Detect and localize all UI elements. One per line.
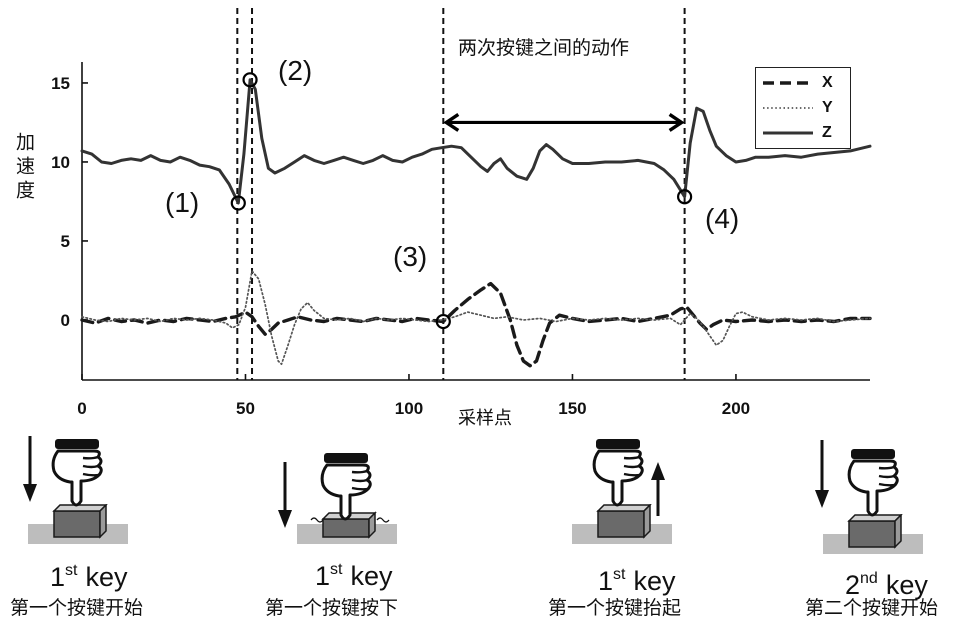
x-tick-label: 100 (395, 399, 423, 418)
pointing-hand-icon (51, 439, 103, 507)
key-ordinal-suffix: st (65, 562, 78, 579)
event-marker-4 (677, 189, 693, 205)
annotation-label-4: (4) (705, 203, 740, 234)
key-ordinal-suffix: st (613, 566, 626, 583)
key-word: key (85, 562, 128, 592)
key-label: 2nd key (845, 564, 928, 600)
x-tick-label: 0 (77, 399, 86, 418)
double-arrow-right-head (668, 113, 685, 132)
series-line-z (80, 78, 872, 205)
event-marker-3 (435, 313, 451, 330)
series-line-x (80, 281, 872, 368)
panel-caption: 第一个按键开始 (10, 598, 144, 619)
key-ordinal-suffix: nd (860, 570, 878, 587)
key-icon (28, 504, 128, 544)
key-ordinal-number: 1 (315, 561, 331, 591)
key-label: 1st key (315, 555, 393, 591)
y-tick-label: 5 (61, 232, 70, 251)
series-line-y (81, 270, 871, 366)
legend-label-z: Z (822, 124, 832, 141)
panel-caption: 第二个按键开始 (805, 598, 939, 619)
between-keys-span-label: 两次按键之间的动作 (458, 38, 630, 59)
key-icon (297, 511, 397, 544)
x-axis-label: 采样点 (458, 408, 512, 428)
legend-entry-y: Y (762, 98, 846, 118)
annotation-label-1: (1) (165, 187, 200, 218)
key-ordinal-number: 1 (598, 566, 614, 596)
x-tick-label: 150 (558, 399, 586, 418)
y-tick-label: 15 (51, 74, 70, 93)
event-marker-1 (230, 195, 246, 211)
legend-sample-x (763, 81, 813, 85)
key-ordinal-number: 1 (50, 562, 66, 592)
legend-sample-y (763, 107, 813, 109)
x-tick-label: 50 (236, 399, 255, 418)
x-tick-label: 200 (722, 399, 750, 418)
panel-second-key-start: 2nd key 第二个按键开始 (790, 430, 968, 639)
legend: X Y Z (755, 67, 851, 149)
panel-caption: 第一个按键抬起 (548, 598, 682, 619)
up-arrow-icon (651, 462, 665, 516)
key-label: 1st key (598, 560, 676, 596)
acceleration-chart: 0 5 10 15 0 50 100 150 200 加速度 采样点 (1) (2) (3) (… (13, 8, 872, 428)
panel-first-key-start: 1st key 第一个按键开始 (0, 430, 200, 639)
pointing-hand-icon (320, 453, 372, 521)
down-arrow-icon (278, 462, 292, 528)
panel-caption: 第一个按键按下 (265, 598, 399, 619)
key-ordinal-number: 2 (845, 570, 861, 600)
y-tick-label: 10 (51, 153, 70, 172)
pointing-hand-icon (847, 449, 899, 517)
pointing-hand-icon (592, 439, 644, 507)
legend-entry-z: Z (762, 123, 846, 143)
key-icon (823, 514, 923, 554)
legend-label-y: Y (822, 99, 833, 116)
panel-first-key-press: 1st key 第一个按键按下 (260, 430, 460, 639)
down-arrow-icon (815, 440, 829, 508)
event-marker-2 (242, 72, 258, 88)
down-arrow-icon (23, 436, 37, 502)
y-axis-label: 加速度 (13, 132, 34, 204)
panel-first-key-release: 1st key 第一个按键抬起 (540, 430, 740, 639)
legend-sample-z (763, 131, 813, 135)
key-ordinal-suffix: st (330, 561, 343, 578)
y-tick-label: 0 (61, 311, 70, 330)
key-word: key (633, 566, 676, 596)
key-word: key (885, 570, 928, 600)
double-arrow-left-head (443, 113, 460, 132)
annotation-label-3: (3) (393, 241, 428, 272)
legend-entry-x: X (762, 73, 846, 93)
key-word: key (350, 561, 393, 591)
key-label: 1st key (50, 556, 128, 592)
key-icon (572, 504, 672, 544)
annotation-label-2: (2) (278, 55, 313, 86)
legend-label-x: X (822, 74, 833, 91)
